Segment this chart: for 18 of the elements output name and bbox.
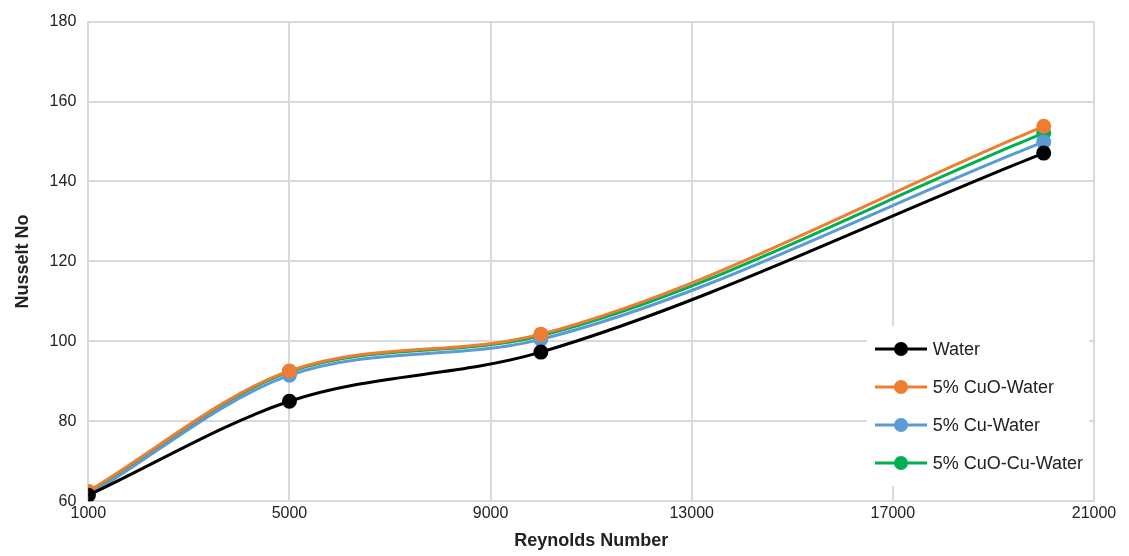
x-tick-label: 21000 [1071, 504, 1117, 522]
legend-label: 5% Cu-Water [932, 414, 1040, 436]
y-tick-label: 140 [49, 171, 77, 189]
x-tick-label: 9000 [472, 504, 509, 522]
y-axis-title: Nusselt No [11, 214, 32, 309]
y-tick-label: 160 [49, 91, 77, 109]
x-axis-title: Reynolds Number [514, 530, 669, 551]
x-tick-label: 1000 [70, 504, 107, 522]
y-tick-label: 100 [49, 331, 77, 349]
legend-label: 5% CuO-Water [932, 376, 1054, 398]
y-tick-label: 80 [58, 411, 77, 429]
y-tick-label: 120 [49, 251, 77, 269]
x-tick-label: 17000 [870, 504, 916, 522]
legend-label: Water [932, 338, 980, 360]
x-tick-label: 5000 [271, 504, 308, 522]
x-tick-label: 13000 [669, 504, 715, 522]
legend-label: 5% CuO-Cu-Water [932, 452, 1083, 474]
y-tick-label: 180 [49, 12, 77, 30]
